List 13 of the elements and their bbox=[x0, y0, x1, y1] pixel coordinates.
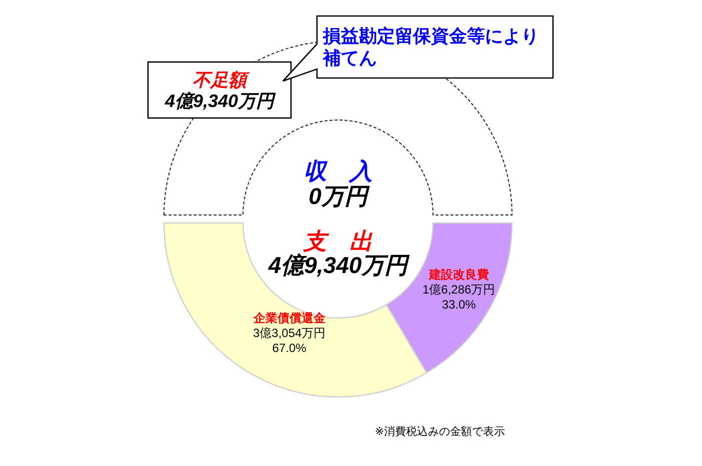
data-label: 33.0% bbox=[442, 298, 476, 312]
annotation: 4億9,340万円 bbox=[164, 91, 274, 111]
annotation: 支 出 bbox=[304, 228, 372, 254]
data-label: 67.0% bbox=[272, 340, 306, 355]
slice-label: 企業債償還金 bbox=[253, 310, 326, 325]
annotation: 収 入 bbox=[304, 158, 372, 184]
annotation: 4億9,340万円 bbox=[268, 252, 408, 278]
annotation: ※消費税込みの金額で表示 bbox=[374, 426, 506, 438]
slice-label: 建設改良費 bbox=[428, 268, 489, 282]
annotation: 損益勘定留保資金等により補てん bbox=[323, 26, 539, 68]
data-label: 3億3,054万円 bbox=[252, 326, 326, 340]
data-label: 1億6,286万円 bbox=[422, 282, 496, 297]
annotation: 0万円 bbox=[308, 183, 368, 209]
